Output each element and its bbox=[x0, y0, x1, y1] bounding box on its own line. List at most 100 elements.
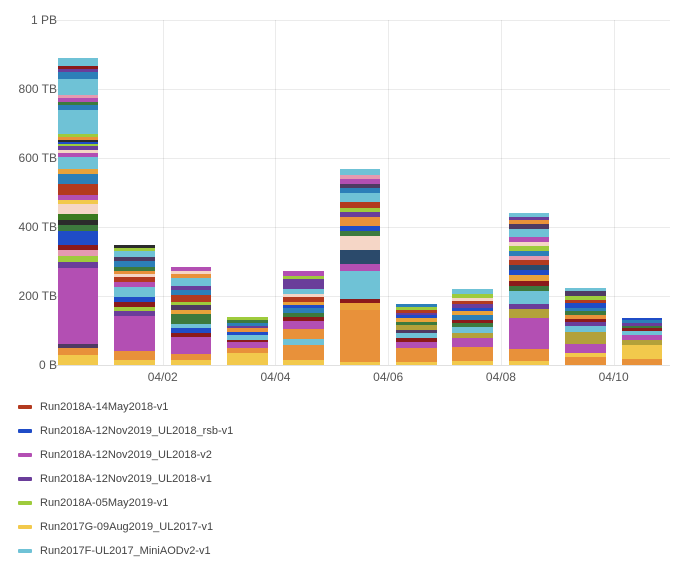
bar-segment[interactable] bbox=[452, 361, 493, 365]
bar-segment[interactable] bbox=[171, 278, 212, 286]
grid-line-h bbox=[50, 20, 670, 21]
bar-segment[interactable] bbox=[227, 353, 268, 365]
bar-segment[interactable] bbox=[622, 345, 663, 359]
bar-segment[interactable] bbox=[114, 287, 155, 297]
bar-segment[interactable] bbox=[58, 184, 99, 194]
legend-swatch bbox=[18, 549, 32, 553]
bar-segment[interactable] bbox=[58, 58, 99, 66]
legend-label: Run2017F-UL2017_MiniAODv2-v1 bbox=[40, 545, 211, 557]
x-tick-label: 04/02 bbox=[148, 370, 178, 384]
bar-segment[interactable] bbox=[114, 251, 155, 258]
bar-segment[interactable] bbox=[171, 337, 212, 354]
bar-segment[interactable] bbox=[396, 362, 437, 365]
bar-segment[interactable] bbox=[171, 295, 212, 302]
bar-segment[interactable] bbox=[565, 357, 606, 365]
legend: Run2018A-14May2018-v1 Run2018A-12Nov2019_… bbox=[18, 395, 233, 563]
y-tick-label: 1 PB bbox=[7, 13, 57, 27]
bar-segment[interactable] bbox=[509, 349, 550, 361]
bar-segment[interactable] bbox=[340, 264, 381, 272]
bar-segment[interactable] bbox=[340, 250, 381, 264]
bar-segment[interactable] bbox=[58, 355, 99, 365]
x-tick-label: 04/04 bbox=[260, 370, 290, 384]
grid-line-h bbox=[50, 89, 670, 90]
bar[interactable] bbox=[622, 318, 663, 365]
bar-segment[interactable] bbox=[340, 310, 381, 362]
bar[interactable] bbox=[283, 271, 324, 365]
bar-segment[interactable] bbox=[58, 157, 99, 169]
bar-segment[interactable] bbox=[340, 271, 381, 299]
bar[interactable] bbox=[227, 317, 268, 365]
bar-segment[interactable] bbox=[452, 338, 493, 347]
legend-label: Run2018A-05May2019-v1 bbox=[40, 497, 168, 509]
bar-segment[interactable] bbox=[509, 361, 550, 365]
y-tick-label: 800 TB bbox=[7, 82, 57, 96]
bar-segment[interactable] bbox=[565, 332, 606, 344]
bar-segment[interactable] bbox=[283, 329, 324, 339]
bar-segment[interactable] bbox=[58, 174, 99, 184]
bar-segment[interactable] bbox=[396, 342, 437, 349]
grid-line-v bbox=[163, 20, 164, 365]
legend-swatch bbox=[18, 477, 32, 481]
y-tick-label: 200 TB bbox=[7, 289, 57, 303]
bar-segment[interactable] bbox=[509, 229, 550, 237]
bar-segment[interactable] bbox=[283, 279, 324, 289]
grid-line-h bbox=[50, 158, 670, 159]
bar-segment[interactable] bbox=[509, 291, 550, 303]
bar-segment[interactable] bbox=[171, 314, 212, 324]
legend-swatch bbox=[18, 405, 32, 409]
bar[interactable] bbox=[171, 267, 212, 365]
bar-segment[interactable] bbox=[58, 268, 99, 344]
bar-segment[interactable] bbox=[58, 204, 99, 214]
bar[interactable] bbox=[509, 213, 550, 365]
bar-segment[interactable] bbox=[58, 231, 99, 245]
grid-line-v bbox=[275, 20, 276, 365]
bar[interactable] bbox=[114, 245, 155, 365]
bar-segment[interactable] bbox=[340, 362, 381, 365]
grid-line-v bbox=[614, 20, 615, 365]
bar-segment[interactable] bbox=[509, 309, 550, 318]
bar-segment[interactable] bbox=[622, 359, 663, 365]
bar-segment[interactable] bbox=[340, 217, 381, 226]
legend-label: Run2018A-12Nov2019_UL2018-v1 bbox=[40, 473, 212, 485]
legend-item[interactable]: Run2018A-05May2019-v1 bbox=[18, 491, 233, 515]
bar-segment[interactable] bbox=[58, 79, 99, 95]
bar-segment[interactable] bbox=[114, 351, 155, 361]
bar-segment[interactable] bbox=[58, 110, 99, 134]
legend-swatch bbox=[18, 429, 32, 433]
bar-segment[interactable] bbox=[509, 318, 550, 349]
bar[interactable] bbox=[340, 169, 381, 365]
y-tick-label: 600 TB bbox=[7, 151, 57, 165]
x-tick-label: 04/08 bbox=[486, 370, 516, 384]
legend-swatch bbox=[18, 501, 32, 505]
bar-segment[interactable] bbox=[340, 303, 381, 310]
legend-item[interactable]: Run2017F-UL2017_MiniAODv2-v1 bbox=[18, 539, 233, 563]
bar[interactable] bbox=[452, 289, 493, 365]
bar[interactable] bbox=[396, 304, 437, 365]
legend-item[interactable]: Run2017G-09Aug2019_UL2017-v1 bbox=[18, 515, 233, 539]
stacked-bar-chart: Run2018A-14May2018-v1 Run2018A-12Nov2019_… bbox=[0, 0, 685, 564]
bar-segment[interactable] bbox=[340, 236, 381, 250]
bar-segment[interactable] bbox=[452, 347, 493, 361]
bar-segment[interactable] bbox=[340, 193, 381, 202]
bar-segment[interactable] bbox=[58, 72, 99, 79]
bar-segment[interactable] bbox=[283, 345, 324, 360]
bar-segment[interactable] bbox=[114, 316, 155, 351]
legend-item[interactable]: Run2018A-12Nov2019_UL2018-v1 bbox=[18, 467, 233, 491]
bar-segment[interactable] bbox=[114, 360, 155, 365]
legend-label: Run2017G-09Aug2019_UL2017-v1 bbox=[40, 521, 213, 533]
bar-segment[interactable] bbox=[565, 344, 606, 352]
bar-segment[interactable] bbox=[396, 348, 437, 361]
legend-item[interactable]: Run2018A-14May2018-v1 bbox=[18, 395, 233, 419]
bar-segment[interactable] bbox=[58, 262, 99, 269]
y-tick-label: 0 B bbox=[7, 358, 57, 372]
bar-segment[interactable] bbox=[58, 348, 99, 356]
legend-item[interactable]: Run2018A-12Nov2019_UL2018_rsb-v1 bbox=[18, 419, 233, 443]
bar-segment[interactable] bbox=[171, 360, 212, 365]
bar-segment[interactable] bbox=[283, 360, 324, 365]
bar[interactable] bbox=[58, 58, 99, 365]
bar-segment[interactable] bbox=[283, 321, 324, 329]
legend-item[interactable]: Run2018A-12Nov2019_UL2018-v2 bbox=[18, 443, 233, 467]
legend-label: Run2018A-12Nov2019_UL2018_rsb-v1 bbox=[40, 425, 233, 437]
bar[interactable] bbox=[565, 288, 606, 365]
grid-line-v bbox=[388, 20, 389, 365]
